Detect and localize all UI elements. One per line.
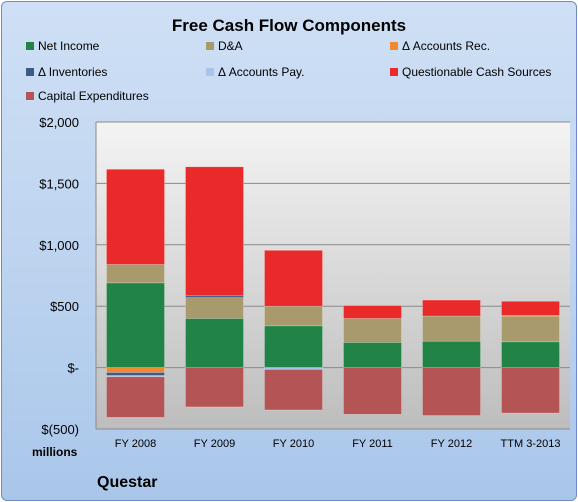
legend-label: D&A bbox=[218, 39, 243, 53]
bar-segment bbox=[343, 318, 402, 343]
y-tick-label: $500 bbox=[50, 299, 79, 314]
bar-segment bbox=[501, 341, 560, 368]
x-tick-label: FY 2010 bbox=[273, 438, 314, 450]
bar-segment bbox=[501, 315, 560, 343]
y-tick-label: $- bbox=[67, 361, 79, 376]
legend-item: Questionable Cash Sources bbox=[390, 65, 551, 79]
bar-segment bbox=[106, 372, 165, 376]
bar-segment bbox=[264, 369, 323, 411]
legend-item: Δ Inventories bbox=[26, 65, 107, 79]
bar-segment bbox=[185, 297, 244, 319]
legend-label: Questionable Cash Sources bbox=[402, 65, 552, 79]
legend-swatch bbox=[390, 68, 398, 76]
chart-legend: Net Income D&A Δ Accounts Rec. Δ Inventorie… bbox=[2, 2, 576, 112]
x-tick-label: FY 2012 bbox=[431, 438, 472, 450]
bar-segment bbox=[106, 264, 165, 284]
bar-segment bbox=[422, 367, 481, 416]
legend-item: D&A bbox=[206, 39, 243, 53]
y-tick-label: $1,000 bbox=[39, 238, 79, 253]
legend-item: Net Income bbox=[26, 39, 99, 53]
legend-label: Capital Expenditures bbox=[38, 89, 149, 103]
bar-segment bbox=[501, 367, 560, 414]
bar-segment bbox=[106, 282, 165, 368]
company-label: Questar bbox=[97, 474, 158, 491]
legend-swatch bbox=[390, 42, 398, 50]
legend-item: Δ Accounts Pay. bbox=[206, 65, 305, 79]
x-tick-label: FY 2008 bbox=[115, 438, 156, 450]
units-label: millions bbox=[32, 445, 78, 459]
legend-swatch bbox=[206, 68, 214, 76]
bar-segment bbox=[422, 299, 481, 317]
bar-segment bbox=[264, 250, 323, 307]
y-tick-label: $(500) bbox=[41, 422, 79, 437]
legend-item: Δ Accounts Rec. bbox=[390, 39, 490, 53]
legend-label: Δ Accounts Rec. bbox=[402, 39, 491, 53]
bar-segment bbox=[264, 305, 323, 327]
y-tick-label: $1,500 bbox=[39, 176, 79, 191]
bar-segment bbox=[185, 318, 244, 368]
x-tick-label: FY 2011 bbox=[352, 438, 393, 450]
legend-item: Capital Expenditures bbox=[26, 89, 149, 103]
bar-segment bbox=[106, 168, 165, 265]
legend-label: Δ Inventories bbox=[38, 65, 108, 79]
bar-segment bbox=[422, 340, 481, 368]
legend-swatch bbox=[26, 92, 34, 100]
bar-segment bbox=[501, 300, 560, 316]
bar-segment bbox=[185, 166, 244, 297]
bar-segment bbox=[422, 315, 481, 342]
plot-area bbox=[96, 122, 570, 429]
bar-segment bbox=[264, 325, 323, 368]
bar-segment bbox=[106, 367, 165, 373]
bar-segment bbox=[185, 367, 244, 408]
legend-swatch bbox=[26, 68, 34, 76]
legend-label: Net Income bbox=[38, 39, 100, 53]
chart-title: Free Cash Flow Components bbox=[171, 16, 407, 35]
y-tick-label: $2,000 bbox=[39, 115, 79, 130]
legend-swatch bbox=[26, 42, 34, 50]
x-tick-label: TTM 3-2013 bbox=[501, 438, 561, 450]
legend-swatch bbox=[206, 42, 214, 50]
bar-segment bbox=[343, 342, 402, 368]
legend-label: Δ Accounts Pay. bbox=[218, 65, 305, 79]
bar-segment bbox=[106, 376, 165, 418]
bar-segment bbox=[343, 305, 402, 319]
bar-segment bbox=[343, 367, 402, 415]
x-tick-label: FY 2009 bbox=[194, 438, 235, 450]
